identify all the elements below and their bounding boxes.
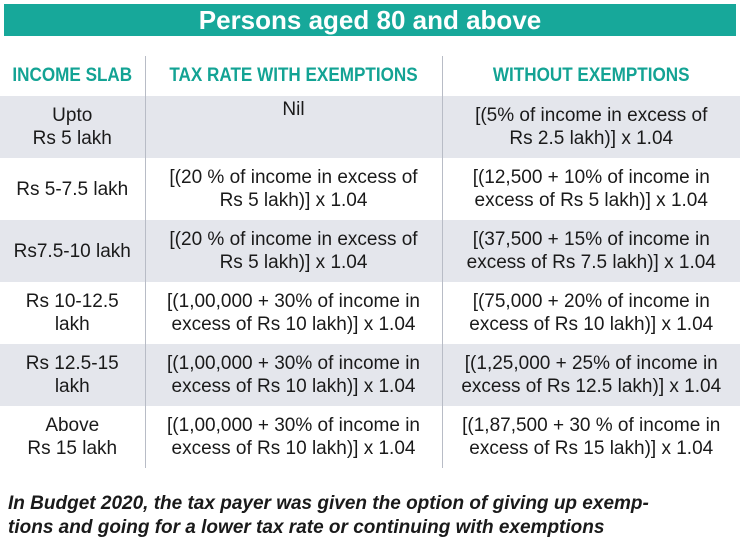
- cell-without-exemptions: [(1,87,500 + 30 % of income in excess of …: [442, 406, 740, 468]
- cell-without-exemptions: [(37,500 + 15% of income in excess of Rs …: [442, 220, 740, 282]
- cell-with-exemptions: [(1,00,000 + 30% of income in excess of R…: [145, 282, 443, 344]
- cell-income-slab: Rs 10-12.5 lakh: [0, 282, 146, 344]
- cell-line: [(5% of income in excess of: [475, 105, 708, 126]
- table-title: Persons aged 80 and above: [4, 4, 736, 36]
- cell-line: excess of Rs 5 lakh)] x 1.04: [474, 190, 708, 211]
- cell-line: lakh: [54, 376, 90, 397]
- cell-line: Upto: [52, 105, 93, 126]
- cell-line: Rs 10-12.5: [25, 291, 119, 312]
- cell-income-slab: Rs7.5-10 lakh: [0, 220, 146, 282]
- table-row: Rs 12.5-15 lakh [(1,00,000 + 30% of income…: [0, 344, 740, 406]
- cell-line: [(75,000 + 20% of income in: [472, 291, 710, 312]
- cell-line: [(1,87,500 + 30 % of income in: [462, 415, 721, 436]
- cell-without-exemptions: [(5% of income in excess of Rs 2.5 lakh)]…: [442, 96, 740, 158]
- cell-with-exemptions: [(20 % of income in excess of Rs 5 lakh)]…: [145, 220, 443, 282]
- cell-income-slab: Rs 12.5-15 lakh: [0, 344, 146, 406]
- cell-without-exemptions: [(1,25,000 + 25% of income in excess of R…: [442, 344, 740, 406]
- cell-line: excess of Rs 10 lakh)] x 1.04: [171, 314, 416, 335]
- cell-with-exemptions: [(20 % of income in excess of Rs 5 lakh)]…: [145, 158, 443, 220]
- cell-line: lakh: [54, 314, 90, 335]
- cell-line: Rs 5 lakh)] x 1.04: [219, 252, 368, 273]
- cell-with-exemptions: [(1,00,000 + 30% of income in excess of R…: [145, 344, 443, 406]
- cell-income-slab: Rs 5-7.5 lakh: [0, 158, 146, 220]
- header-without-exemptions: WITHOUT EXEMPTIONS: [492, 65, 690, 86]
- cell-line: Nil: [282, 99, 305, 120]
- cell-line: Rs 5 lakh: [32, 128, 112, 149]
- cell-line: Rs 5 lakh)] x 1.04: [219, 190, 368, 211]
- cell-line: Above: [45, 415, 100, 436]
- footnote-line: In Budget 2020, the tax payer was given …: [8, 493, 649, 514]
- table-row: Upto Rs 5 lakh Nil [(5% of income in excess…: [0, 96, 740, 158]
- cell-with-exemptions: [(1,00,000 + 30% of income in excess of R…: [145, 406, 443, 468]
- cell-line: [(1,00,000 + 30% of income in: [167, 353, 420, 374]
- cell-line: Rs 15 lakh: [27, 438, 118, 459]
- cell-line: Rs 2.5 lakh)] x 1.04: [509, 128, 674, 149]
- header-row: INCOME SLAB TAX RATE WITH EXEMPTIONS WIT…: [0, 56, 740, 96]
- cell-line: [(1,25,000 + 25% of income in: [464, 353, 718, 374]
- cell-income-slab: Upto Rs 5 lakh: [0, 96, 146, 158]
- cell-line: excess of Rs 15 lakh)] x 1.04: [469, 438, 714, 459]
- cell-line: [(20 % of income in excess of: [169, 167, 418, 188]
- cell-line: [(1,00,000 + 30% of income in: [167, 291, 420, 312]
- cell-line: excess of Rs 10 lakh)] x 1.04: [171, 376, 416, 397]
- footnote-line: tions and going for a lower tax rate or …: [8, 517, 605, 538]
- tax-table: INCOME SLAB TAX RATE WITH EXEMPTIONS WIT…: [0, 56, 740, 468]
- cell-with-exemptions: Nil: [145, 96, 443, 158]
- header-income-slab: INCOME SLAB: [7, 56, 139, 96]
- cell-line: [(1,00,000 + 30% of income in: [167, 415, 420, 436]
- table-row: Above Rs 15 lakh [(1,00,000 + 30% of incom…: [0, 406, 740, 468]
- cell-without-exemptions: [(75,000 + 20% of income in excess of Rs …: [442, 282, 740, 344]
- table-row: Rs 10-12.5 lakh [(1,00,000 + 30% of income…: [0, 282, 740, 344]
- cell-line: excess of Rs 7.5 lakh)] x 1.04: [466, 252, 716, 273]
- cell-line: Rs 12.5-15: [25, 353, 119, 374]
- cell-line: excess of Rs 12.5 lakh)] x 1.04: [461, 376, 722, 397]
- cell-line: [(12,500 + 10% of income in: [472, 167, 710, 188]
- cell-line: Rs7.5-10 lakh: [13, 240, 131, 262]
- table-row: Rs7.5-10 lakh [(20 % of income in excess …: [0, 220, 740, 282]
- cell-line: [(20 % of income in excess of: [169, 229, 418, 250]
- cell-income-slab: Above Rs 15 lakh: [0, 406, 146, 468]
- cell-line: excess of Rs 10 lakh)] x 1.04: [469, 314, 714, 335]
- cell-line: Rs 5-7.5 lakh: [16, 178, 129, 200]
- cell-line: [(37,500 + 15% of income in: [472, 229, 710, 250]
- cell-without-exemptions: [(12,500 + 10% of income in excess of Rs …: [442, 158, 740, 220]
- header-tax-rate-with-exemptions: TAX RATE WITH EXEMPTIONS: [159, 56, 428, 96]
- footnote: In Budget 2020, the tax payer was given …: [8, 492, 736, 540]
- table-row: Rs 5-7.5 lakh [(20 % of income in excess …: [0, 158, 740, 220]
- cell-line: excess of Rs 10 lakh)] x 1.04: [171, 438, 416, 459]
